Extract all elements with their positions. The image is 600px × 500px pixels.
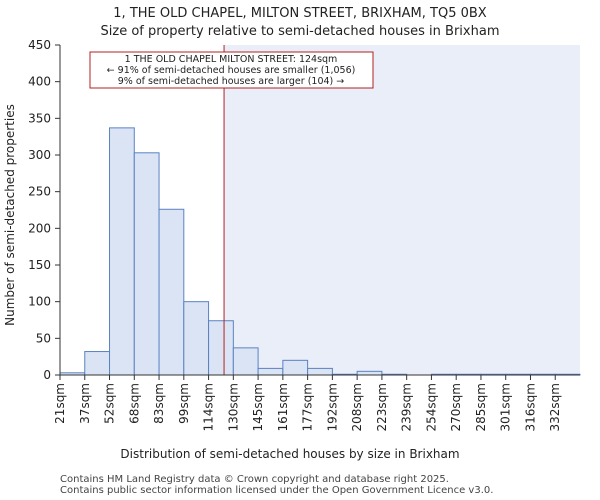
y-tick-label: 300 bbox=[28, 148, 51, 162]
x-tick-label: 223sqm bbox=[375, 383, 389, 431]
bar-177sqm bbox=[307, 367, 333, 376]
y-tick-label: 150 bbox=[28, 258, 51, 272]
x-tick-label: 208sqm bbox=[350, 383, 364, 431]
chart-subtitle: Size of property relative to semi-detach… bbox=[100, 24, 500, 39]
x-tick-label: 192sqm bbox=[325, 383, 339, 431]
bar-37sqm bbox=[84, 351, 111, 376]
bar-52sqm bbox=[109, 127, 135, 376]
y-tick-label: 50 bbox=[36, 331, 51, 345]
y-tick-label: 250 bbox=[28, 185, 51, 199]
bar-161sqm bbox=[282, 359, 309, 376]
footer-licence: Contains public sector information licen… bbox=[60, 485, 494, 496]
y-axis-label: Number of semi-detached properties bbox=[3, 104, 17, 326]
bar-145sqm bbox=[257, 367, 284, 376]
chart-title: 1, THE OLD CHAPEL, MILTON STREET, BRIXHA… bbox=[113, 6, 487, 21]
x-tick-label: 52sqm bbox=[103, 383, 117, 424]
annotation-line-1: 1 THE OLD CHAPEL MILTON STREET: 124sqm bbox=[125, 54, 338, 65]
bar-208sqm bbox=[356, 370, 383, 376]
x-tick-label: 21sqm bbox=[53, 383, 67, 424]
y-tick-label: 350 bbox=[28, 111, 51, 125]
bar-68sqm bbox=[133, 152, 160, 376]
x-tick-label: 99sqm bbox=[177, 383, 191, 424]
x-tick-label: 177sqm bbox=[301, 383, 315, 431]
annotation-line-3: 9% of semi-detached houses are larger (1… bbox=[118, 76, 345, 87]
bar-130sqm bbox=[232, 347, 259, 376]
y-tick-label: 200 bbox=[28, 221, 51, 235]
x-tick-label: 130sqm bbox=[226, 383, 240, 431]
x-tick-label: 83sqm bbox=[152, 383, 166, 424]
x-tick-label: 161sqm bbox=[276, 383, 290, 431]
x-tick-label: 254sqm bbox=[424, 383, 438, 431]
larger-region-shade bbox=[224, 45, 581, 375]
x-tick-label: 316sqm bbox=[523, 383, 537, 431]
x-tick-label: 332sqm bbox=[548, 383, 562, 431]
bar-114sqm bbox=[208, 320, 234, 376]
annotation-box: 1 THE OLD CHAPEL MILTON STREET: 124sqm ←… bbox=[89, 51, 374, 89]
y-tick-label: 450 bbox=[28, 38, 51, 52]
x-axis-label: Distribution of semi-detached houses by … bbox=[120, 447, 459, 461]
x-tick-label: 270sqm bbox=[449, 383, 463, 431]
bar-99sqm bbox=[183, 301, 210, 376]
y-tick-label: 0 bbox=[43, 368, 51, 382]
x-tick-label: 301sqm bbox=[499, 383, 513, 431]
y-tick-label: 400 bbox=[28, 75, 51, 89]
x-tick-label: 37sqm bbox=[78, 383, 92, 424]
bar-83sqm bbox=[158, 208, 185, 376]
y-tick-label: 100 bbox=[28, 295, 51, 309]
footer-copyright: Contains HM Land Registry data © Crown c… bbox=[60, 474, 449, 485]
x-tick-label: 145sqm bbox=[251, 383, 265, 431]
x-tick-label: 285sqm bbox=[474, 383, 488, 431]
annotation-line-2: ← 91% of semi-detached houses are smalle… bbox=[107, 65, 356, 76]
x-tick-label: 114sqm bbox=[202, 383, 216, 431]
x-tick-label: 68sqm bbox=[127, 383, 141, 424]
x-tick-label: 239sqm bbox=[400, 383, 414, 431]
